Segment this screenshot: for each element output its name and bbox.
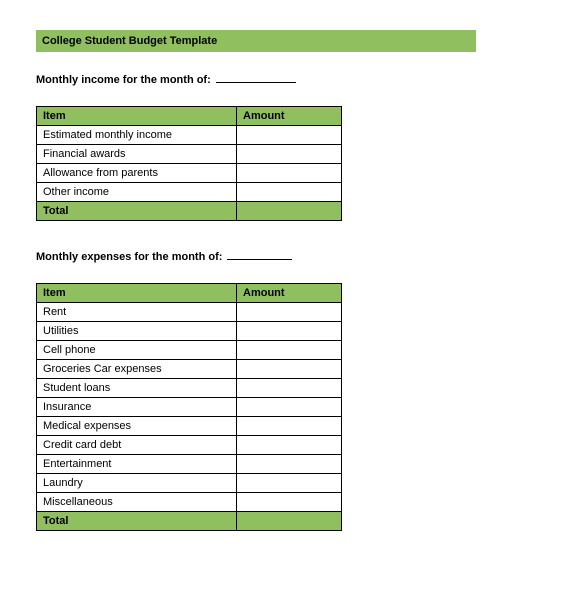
cell-item: Financial awards [37,145,237,164]
cell-amount [237,417,342,436]
expenses-total-amount [237,512,342,531]
cell-item: Allowance from parents [37,164,237,183]
cell-amount [237,455,342,474]
cell-amount [237,303,342,322]
cell-item: Cell phone [37,341,237,360]
cell-item: Insurance [37,398,237,417]
income-total-amount [237,202,342,221]
cell-item: Other income [37,183,237,202]
document-title-bar: College Student Budget Template [36,30,476,52]
cell-amount [237,360,342,379]
table-row: Groceries Car expenses [37,360,342,379]
cell-amount [237,474,342,493]
income-table: Item Amount Estimated monthly income Fin… [36,106,342,221]
expenses-col-amount: Amount [237,284,342,303]
expenses-table: Item Amount Rent Utilities Cell phone Gr… [36,283,342,531]
table-row: Utilities [37,322,342,341]
table-row: Miscellaneous [37,493,342,512]
income-month-blank [216,82,296,83]
income-total-label: Total [37,202,237,221]
expenses-heading-text: Monthly expenses for the month of: [36,251,222,263]
cell-amount [237,398,342,417]
cell-amount [237,379,342,398]
income-col-amount: Amount [237,107,342,126]
expenses-total-row: Total [37,512,342,531]
cell-item: Rent [37,303,237,322]
income-section-header: Monthly income for the month of: [36,74,549,86]
table-row: Estimated monthly income [37,126,342,145]
table-row: Allowance from parents [37,164,342,183]
cell-item: Miscellaneous [37,493,237,512]
table-row: Medical expenses [37,417,342,436]
cell-item: Entertainment [37,455,237,474]
cell-item: Laundry [37,474,237,493]
expenses-col-item: Item [37,284,237,303]
table-row: Rent [37,303,342,322]
table-row: Other income [37,183,342,202]
income-heading-text: Monthly income for the month of: [36,74,211,86]
table-row: Financial awards [37,145,342,164]
expenses-section-header: Monthly expenses for the month of: [36,251,549,263]
cell-item: Student loans [37,379,237,398]
cell-amount [237,145,342,164]
income-total-row: Total [37,202,342,221]
cell-item: Credit card debt [37,436,237,455]
document-title: College Student Budget Template [42,35,217,47]
cell-item: Groceries Car expenses [37,360,237,379]
cell-amount [237,341,342,360]
cell-amount [237,164,342,183]
cell-item: Medical expenses [37,417,237,436]
table-row: Credit card debt [37,436,342,455]
cell-item: Utilities [37,322,237,341]
table-row: Insurance [37,398,342,417]
cell-amount [237,183,342,202]
cell-amount [237,493,342,512]
page: College Student Budget Template Monthly … [0,0,585,581]
table-row: Entertainment [37,455,342,474]
table-row: Laundry [37,474,342,493]
expenses-total-label: Total [37,512,237,531]
cell-amount [237,126,342,145]
cell-amount [237,436,342,455]
cell-item: Estimated monthly income [37,126,237,145]
cell-amount [237,322,342,341]
table-row: Student loans [37,379,342,398]
table-row: Cell phone [37,341,342,360]
expenses-month-blank [227,259,292,260]
income-col-item: Item [37,107,237,126]
